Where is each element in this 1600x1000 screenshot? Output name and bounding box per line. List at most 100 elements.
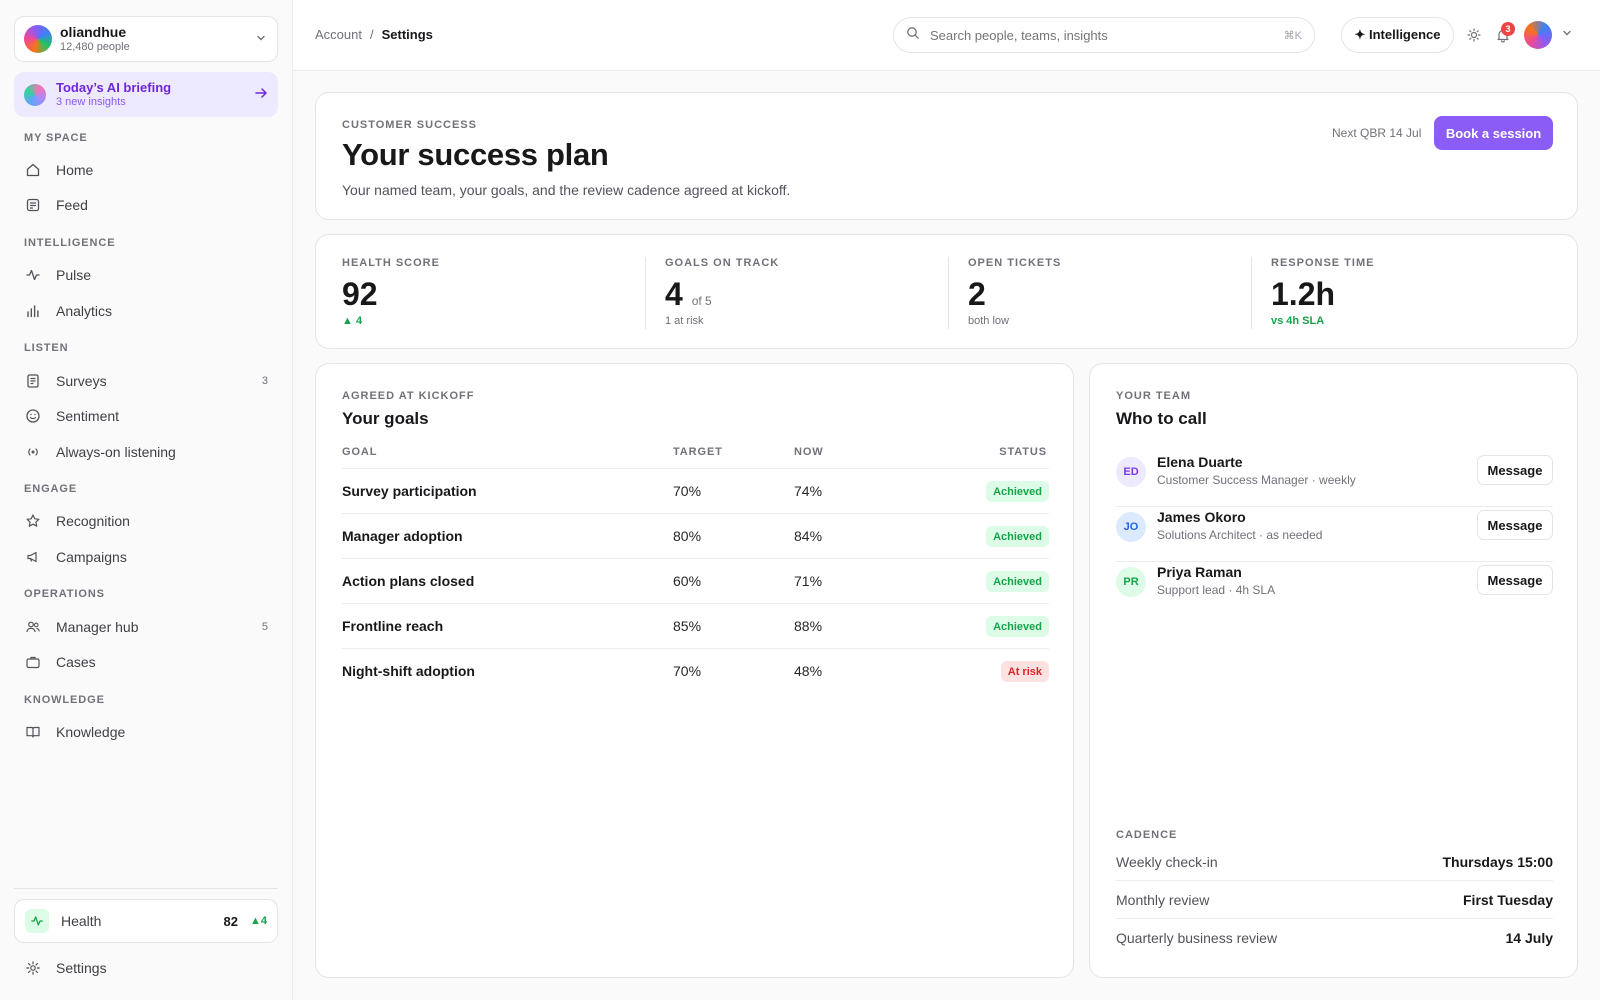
table-row[interactable]: Frontline reach 85% 88% Achieved [342, 603, 1049, 648]
triangle-up-icon: ▲ [249, 915, 261, 927]
sidebar-item-settings[interactable]: Settings [14, 952, 278, 984]
column-header-target: TARGET [673, 446, 723, 458]
sidebar-item-pulse[interactable]: Pulse [14, 259, 278, 291]
pulse-icon [25, 909, 49, 933]
message-button[interactable]: Message [1477, 455, 1553, 485]
sidebar-item-manager-hub[interactable]: Manager hub 5 [14, 611, 278, 643]
surveys-count: 3 [261, 375, 268, 387]
goal-now: 48% [794, 663, 823, 679]
breadcrumb-parent[interactable]: Account [315, 27, 362, 42]
megaphone-icon [24, 548, 42, 566]
sidebar-item-sentiment[interactable]: Sentiment [14, 400, 278, 432]
status-badge: At risk [1000, 661, 1049, 682]
cadence-value: Thursdays 15:00 [1442, 853, 1554, 870]
stat-value-suffix: of 5 [691, 294, 712, 308]
sidebar-item-recognition[interactable]: Recognition [14, 505, 278, 537]
survey-icon [24, 372, 42, 390]
stat-label: OPEN TICKETS [968, 257, 1062, 269]
search-icon [906, 26, 920, 45]
cadence-eyebrow: CADENCE [1116, 829, 1178, 841]
stat-sub: 1 at risk [665, 315, 704, 328]
page-title: Your success plan [342, 137, 609, 172]
cadence-row: Quarterly business review 14 July [1116, 919, 1553, 957]
breadcrumb-separator: / [369, 27, 374, 42]
status-badge: Achieved [986, 616, 1049, 637]
home-icon [24, 161, 42, 179]
broadcast-icon [24, 443, 42, 461]
section-label-knowledge: KNOWLEDGE [24, 694, 105, 706]
team-card: YOUR TEAM Who to call ED Elena Duarte Cu… [1089, 363, 1578, 978]
triangle-up-icon: ▲ [342, 315, 353, 328]
goals-card: AGREED AT KICKOFF Your goals GOAL TARGET… [315, 363, 1074, 978]
health-delta: ▲4 [250, 915, 267, 927]
sidebar-item-home[interactable]: Home [14, 154, 278, 186]
goal-target: 70% [673, 483, 702, 499]
sidebar-item-label: Recognition [56, 513, 130, 529]
chevron-down-icon [255, 32, 267, 47]
cadence-label: Monthly review [1116, 891, 1210, 908]
member-role: Solutions Architect · as needed [1157, 528, 1323, 542]
message-button[interactable]: Message [1477, 565, 1553, 595]
goal-target: 80% [673, 528, 702, 544]
sidebar: oliandhue 12,480 people Today’s AI brief… [0, 0, 293, 1000]
sidebar-item-always-on-listening[interactable]: Always-on listening [14, 436, 278, 468]
avatar[interactable] [1524, 21, 1552, 49]
sidebar-item-feed[interactable]: Feed [14, 189, 278, 221]
section-label-engage: ENGAGE [24, 483, 78, 495]
goal-name: Night-shift adoption [342, 663, 475, 679]
sidebar-item-surveys[interactable]: Surveys 3 [14, 365, 278, 397]
sidebar-item-label: Feed [56, 197, 88, 213]
org-people-count: 12,480 people [60, 40, 130, 53]
team-eyebrow: YOUR TEAM [1116, 390, 1191, 402]
org-switcher[interactable]: oliandhue 12,480 people [14, 16, 278, 62]
message-button[interactable]: Message [1477, 510, 1553, 540]
ai-briefing-card[interactable]: Today’s AI briefing 3 new insights [14, 72, 278, 117]
sidebar-divider [14, 888, 278, 889]
stat-divider [645, 257, 646, 329]
next-qbr-label: Next QBR 14 Jul [1332, 126, 1422, 140]
table-row[interactable]: Survey participation 70% 74% Achieved [342, 468, 1049, 513]
sidebar-item-campaigns[interactable]: Campaigns [14, 541, 278, 573]
column-header-goal: GOAL [342, 446, 378, 458]
section-label-listen: LISTEN [24, 342, 69, 354]
cadence-label: Quarterly business review [1116, 930, 1278, 946]
search-input[interactable] [930, 27, 1284, 43]
chevron-down-icon[interactable] [1561, 27, 1573, 42]
sidebar-item-cases[interactable]: Cases [14, 646, 278, 678]
book-session-button[interactable]: Book a session [1434, 116, 1553, 150]
sidebar-item-label: Knowledge [56, 724, 126, 740]
sun-icon[interactable] [1465, 26, 1483, 44]
page-description: Your named team, your goals, and the rev… [342, 182, 791, 198]
stat-value-number: 4 [665, 276, 683, 312]
stat-label: HEALTH SCORE [342, 257, 440, 269]
goal-target: 60% [673, 573, 702, 589]
org-name: oliandhue [60, 24, 127, 40]
intelligence-button[interactable]: ✦ Intelligence [1341, 17, 1454, 53]
table-row[interactable]: Action plans closed 60% 71% Achieved [342, 558, 1049, 603]
stat-label: RESPONSE TIME [1271, 257, 1375, 269]
team-member: PR Priya Raman Support lead · 4h SLA Mes… [1116, 562, 1553, 617]
goal-now: 71% [794, 573, 823, 589]
table-row[interactable]: Night-shift adoption 70% 48% At risk [342, 648, 1049, 693]
stat-health-score: HEALTH SCORE 92 ▲ 4 [342, 257, 642, 327]
gear-icon [24, 959, 42, 977]
goals-eyebrow: AGREED AT KICKOFF [342, 390, 475, 402]
sidebar-item-knowledge[interactable]: Knowledge [14, 716, 278, 748]
column-header-status: STATUS [999, 446, 1047, 458]
stat-open-tickets: OPEN TICKETS 2 both low [968, 257, 1268, 327]
section-label-operations: OPERATIONS [24, 588, 105, 600]
search-bar[interactable]: ⌘K [893, 17, 1315, 53]
goal-name: Manager adoption [342, 528, 463, 544]
team-member: ED Elena Duarte Customer Success Manager… [1116, 452, 1553, 507]
cadence-row: Monthly review First Tuesday [1116, 881, 1553, 919]
stat-value: 4 of 5 [665, 275, 965, 313]
ai-orb-icon [24, 83, 46, 106]
sidebar-item-analytics[interactable]: Analytics [14, 295, 278, 327]
table-row[interactable]: Manager adoption 80% 84% Achieved [342, 513, 1049, 558]
smile-icon [24, 407, 42, 425]
feed-icon [24, 196, 42, 214]
health-widget[interactable]: Health 82 ▲4 [14, 899, 278, 943]
stat-response-time: RESPONSE TIME 1.2h vs 4h SLA [1271, 257, 1571, 327]
goal-name: Frontline reach [342, 618, 444, 634]
cadence-value: 14 July [1505, 930, 1553, 946]
